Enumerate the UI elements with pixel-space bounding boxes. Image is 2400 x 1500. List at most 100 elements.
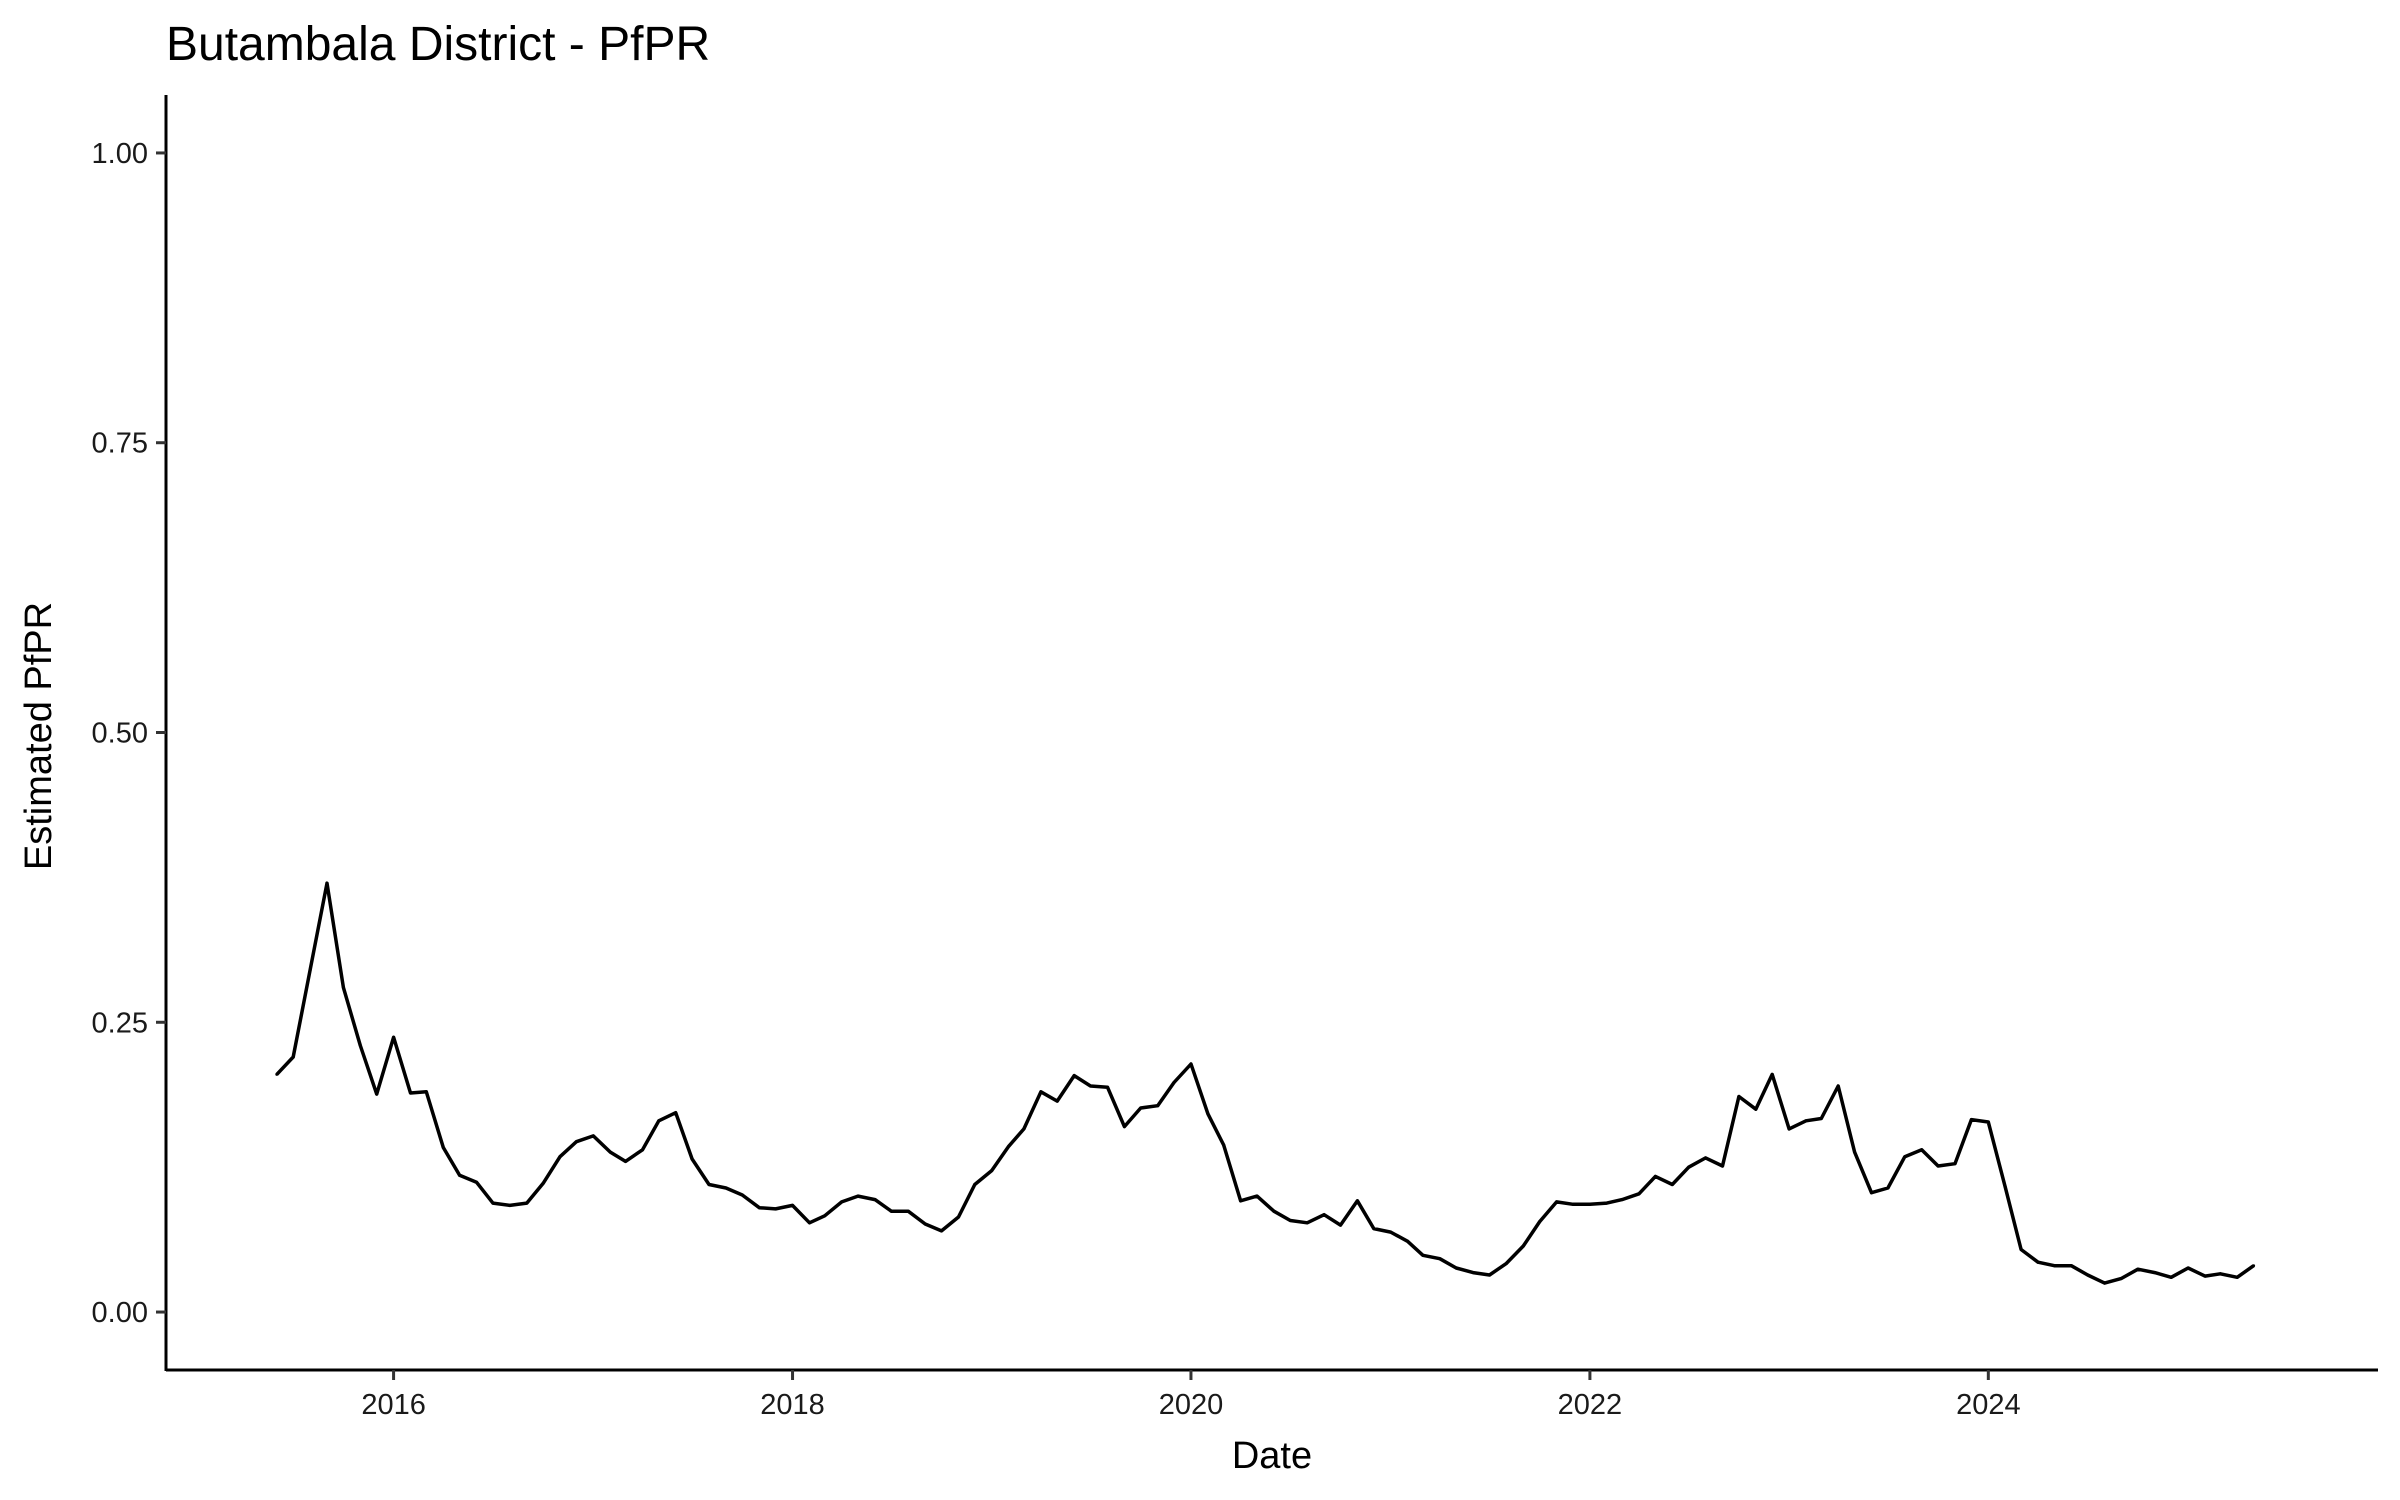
data-point <box>375 1092 379 1096</box>
data-point <box>1189 1062 1193 1066</box>
data-point <box>1039 1090 1043 1094</box>
data-point <box>325 881 329 885</box>
x-tick-label: 2020 <box>1159 1389 1224 1421</box>
data-point <box>1787 1127 1791 1131</box>
data-point <box>1156 1104 1160 1108</box>
data-point <box>856 1194 860 1198</box>
data-point <box>1836 1084 1840 1088</box>
data-point <box>1721 1164 1724 1168</box>
data-point <box>2120 1276 2123 1280</box>
data-point <box>1920 1148 1924 1152</box>
data-points <box>275 881 2256 1285</box>
data-point <box>2003 1185 2007 1189</box>
y-tick-label: 0.25 <box>92 1007 148 1039</box>
data-point <box>1936 1164 1940 1168</box>
data-point <box>1389 1230 1393 1234</box>
pfpr-series-line <box>275 881 2255 1285</box>
y-tick-label: 0.00 <box>92 1297 148 1329</box>
data-point <box>1903 1155 1907 1159</box>
data-point <box>2218 1272 2222 1276</box>
data-point <box>2252 1264 2256 1268</box>
data-point <box>823 1214 827 1218</box>
data-point <box>889 1209 893 1213</box>
data-point <box>2036 1260 2040 1264</box>
data-point <box>1055 1099 1059 1103</box>
data-point <box>1239 1199 1243 1203</box>
data-point <box>624 1159 627 1163</box>
data-point <box>574 1140 578 1144</box>
x-tick-label: 2018 <box>760 1389 825 1421</box>
data-point <box>940 1229 943 1233</box>
y-tick-label: 1.00 <box>92 138 148 170</box>
data-point <box>906 1209 910 1213</box>
data-point <box>1555 1200 1559 1204</box>
data-point <box>1804 1119 1808 1123</box>
data-point <box>2186 1266 2190 1270</box>
data-point <box>2169 1275 2173 1279</box>
y-axis-title: Estimated PfPR <box>18 602 60 870</box>
data-point <box>1521 1244 1525 1248</box>
data-point <box>2019 1248 2023 1251</box>
data-point <box>1653 1174 1657 1178</box>
data-point <box>1406 1239 1410 1243</box>
data-point <box>608 1150 612 1154</box>
data-point <box>1372 1227 1376 1231</box>
data-point <box>657 1119 661 1123</box>
data-point <box>341 986 345 989</box>
data-point <box>1339 1223 1342 1227</box>
data-point <box>541 1181 545 1185</box>
y-axis-ticks: 0.00 0.25 0.50 0.75 1.00 <box>92 138 166 1329</box>
data-point <box>1637 1192 1641 1196</box>
data-point <box>1022 1127 1026 1131</box>
data-point <box>1454 1266 1458 1270</box>
data-point <box>1754 1107 1758 1111</box>
data-point <box>1007 1144 1011 1148</box>
data-point <box>1172 1081 1176 1084</box>
data-point <box>757 1206 761 1210</box>
data-point <box>558 1155 562 1159</box>
data-point <box>2136 1267 2140 1271</box>
data-point <box>458 1173 462 1177</box>
data-point <box>1886 1186 1890 1190</box>
data-point <box>491 1201 495 1205</box>
data-point <box>1770 1072 1774 1076</box>
data-point <box>740 1193 744 1197</box>
x-axis-title: Date <box>1232 1435 1312 1477</box>
data-point <box>409 1091 412 1095</box>
data-point <box>2052 1264 2056 1268</box>
data-point <box>1355 1199 1359 1203</box>
chart-title: Butambala District - PfPR <box>166 18 710 71</box>
data-point <box>1870 1191 1873 1195</box>
data-point <box>1072 1074 1076 1078</box>
data-point <box>1288 1219 1292 1222</box>
data-point <box>1670 1183 1674 1186</box>
data-point <box>1122 1125 1126 1129</box>
data-point <box>1255 1194 1259 1198</box>
data-point <box>1421 1253 1425 1257</box>
data-point <box>1438 1257 1442 1261</box>
data-point <box>923 1222 927 1226</box>
data-point <box>641 1148 644 1152</box>
data-point <box>1969 1118 1973 1122</box>
y-tick-label: 0.50 <box>92 718 148 750</box>
data-point <box>990 1169 994 1173</box>
data-point <box>808 1221 811 1225</box>
data-point <box>1819 1117 1823 1120</box>
data-point <box>392 1035 396 1039</box>
data-point <box>291 1055 295 1059</box>
data-point <box>1704 1156 1708 1160</box>
data-point <box>525 1201 529 1205</box>
data-point <box>1538 1220 1542 1224</box>
data-point <box>1504 1261 1508 1265</box>
data-point <box>308 968 312 972</box>
data-point <box>2153 1271 2157 1275</box>
data-point <box>591 1134 595 1138</box>
data-point <box>1588 1202 1592 1206</box>
data-point <box>1106 1085 1109 1089</box>
data-point <box>1687 1165 1691 1169</box>
data-point <box>1272 1209 1276 1213</box>
data-point <box>840 1200 844 1204</box>
data-point <box>1571 1202 1575 1206</box>
data-point <box>475 1180 478 1184</box>
